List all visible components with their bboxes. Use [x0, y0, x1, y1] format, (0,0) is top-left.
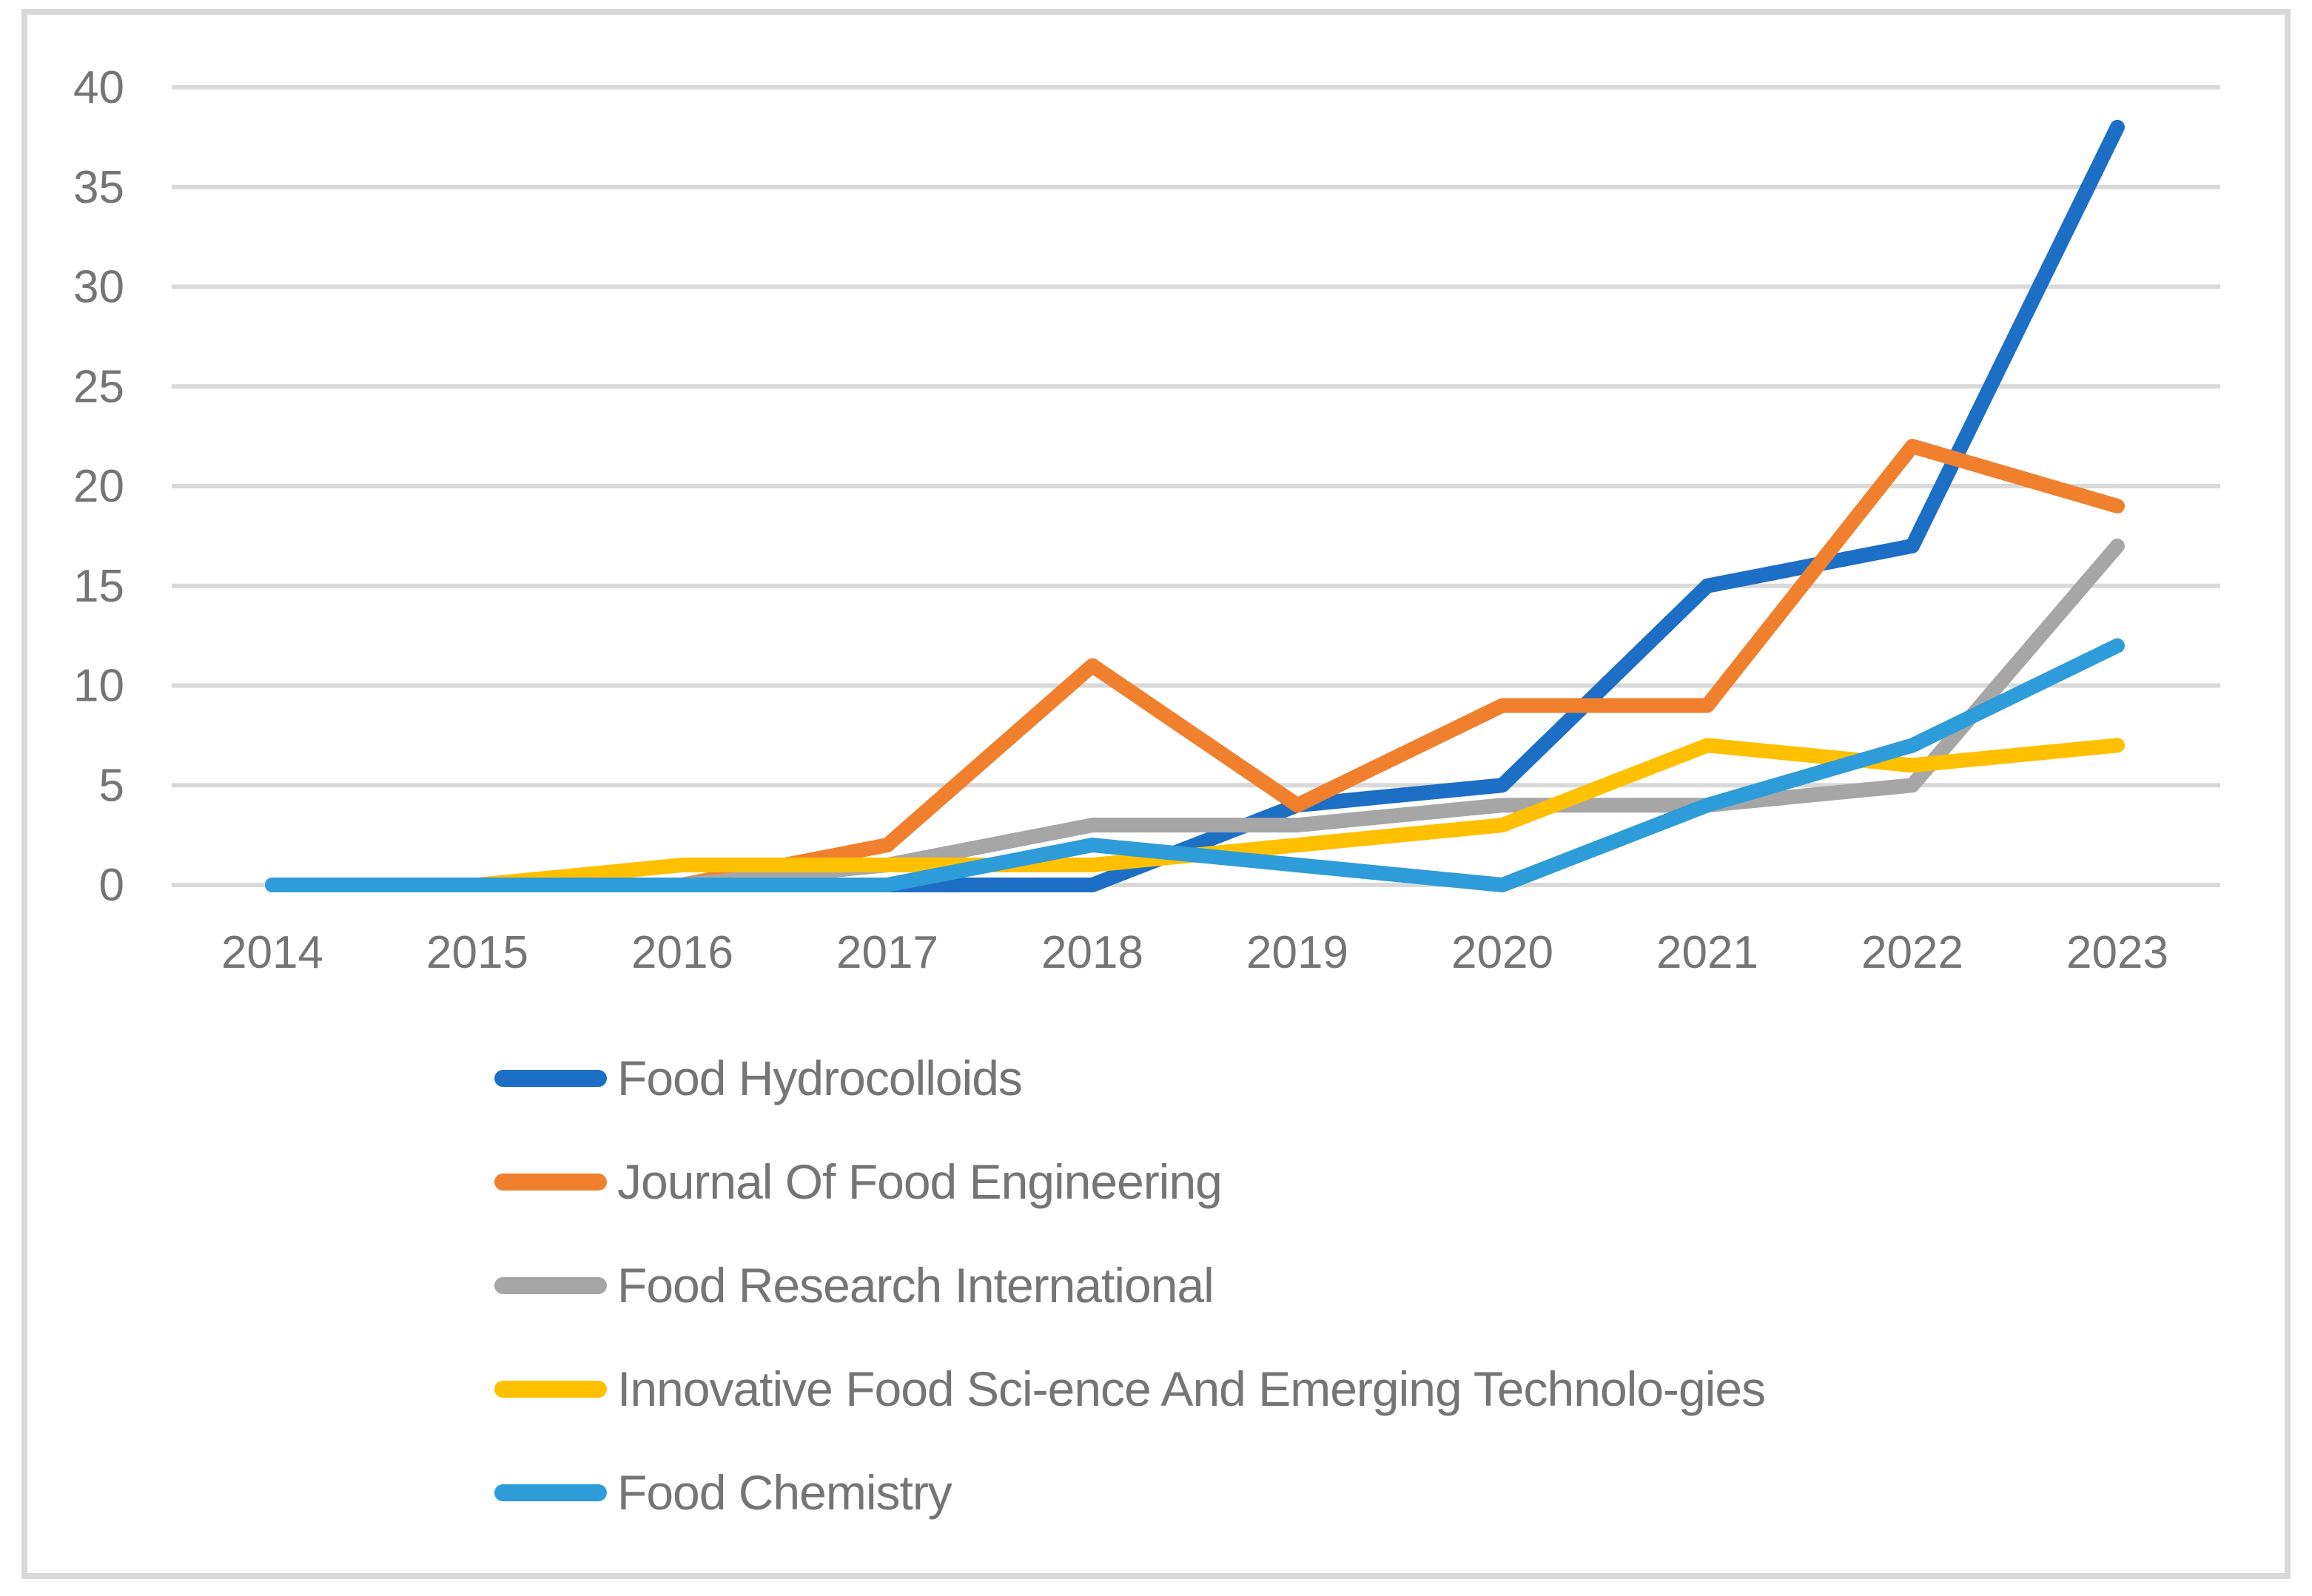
y-axis-tick-label: 35 [73, 162, 124, 213]
x-axis-tick-label: 2018 [1041, 927, 1143, 978]
x-axis-tick-label: 2021 [1656, 927, 1758, 978]
series-line-food-chemistry [265, 638, 2125, 892]
x-axis-tick-label: 2023 [2066, 927, 2168, 978]
x-axis-tick-label: 2015 [426, 927, 528, 978]
figure-border [21, 9, 2291, 1579]
y-axis-tick-label: 30 [73, 262, 124, 313]
y-axis-tick-label: 5 [99, 760, 124, 811]
x-axis-tick-label: 2017 [836, 927, 938, 978]
x-axis-tick-label: 2014 [221, 927, 323, 978]
x-axis-tick-label: 2016 [631, 927, 733, 978]
y-axis-tick-label: 20 [73, 461, 124, 512]
y-axis-tick-label: 10 [73, 661, 124, 712]
series-line-food-research-international [265, 538, 2125, 892]
x-axis-tick-label: 2022 [1861, 927, 1963, 978]
y-axis-tick-label: 15 [73, 561, 124, 612]
x-axis-tick-label: 2019 [1246, 927, 1348, 978]
y-axis-tick-label: 25 [73, 361, 124, 412]
y-axis-tick-label: 0 [99, 860, 124, 911]
y-axis-tick-label: 40 [73, 62, 124, 113]
x-axis-tick-label: 2020 [1451, 927, 1553, 978]
